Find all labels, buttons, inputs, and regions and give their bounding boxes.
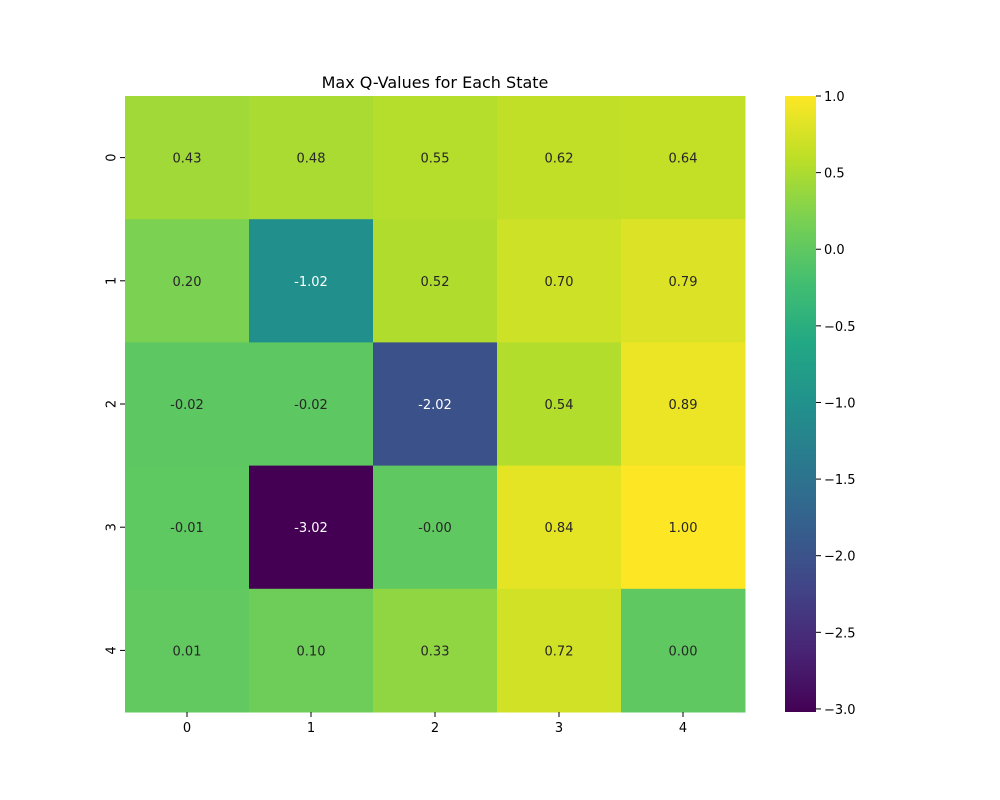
- colorbar-tick-label: −3.0: [824, 703, 856, 718]
- cell-label: 0.20: [173, 275, 202, 290]
- heatmap-cell: [497, 219, 622, 343]
- heatmap-cell: [249, 96, 374, 220]
- cell-label: 0.62: [545, 152, 574, 167]
- heatmap-cell-labels: 0.43 0.48 0.55 0.62 0.64 0.20 -1.02 0.52 0.70 0.7…: [170, 152, 697, 660]
- y-tick-label: 2: [105, 400, 120, 408]
- colorbar-tick-label: −2.0: [824, 550, 856, 565]
- heatmap-cell: [125, 342, 250, 467]
- heatmap-cell: [621, 219, 746, 343]
- heatmap-cell: [125, 465, 250, 590]
- x-tick-label: 0: [183, 721, 191, 736]
- heatmap-cell: [621, 342, 746, 467]
- heatmap-cell: [621, 588, 746, 713]
- heatmap-cell: [497, 588, 622, 713]
- cell-label: -1.02: [294, 275, 328, 290]
- heatmap-cell: [621, 96, 746, 220]
- y-tick-label: 1: [105, 277, 120, 285]
- colorbar-tick-label: 0.5: [824, 167, 845, 182]
- heatmap-cell: [125, 588, 250, 713]
- heatmap-cell: [497, 96, 622, 220]
- heatmap-cell: [249, 465, 374, 590]
- heatmap-cell: [621, 465, 746, 590]
- x-tick-label: 4: [679, 721, 687, 736]
- colorbar-tick-label: 0.0: [824, 243, 845, 258]
- heatmap-cells: [125, 96, 746, 713]
- heatmap-cell: [373, 219, 498, 343]
- heatmap-cell: [249, 219, 374, 343]
- cell-label: 0.54: [545, 398, 574, 413]
- cell-label: 0.52: [421, 275, 450, 290]
- y-tick-label: 4: [105, 646, 120, 654]
- cell-label: 0.79: [669, 275, 698, 290]
- cell-label: 1.00: [669, 521, 698, 536]
- colorbar-tick-label: −0.5: [824, 320, 856, 335]
- x-tick-label: 1: [307, 721, 315, 736]
- colorbar-tick-label: −1.0: [824, 396, 856, 411]
- heatmap-cell: [125, 219, 250, 343]
- colorbar-gradient: [785, 96, 816, 712]
- cell-label: 0.33: [421, 644, 450, 659]
- cell-label: 0.70: [545, 275, 574, 290]
- heatmap-cell: [373, 465, 498, 590]
- colorbar-tick-label: −2.5: [824, 626, 856, 641]
- colorbar-tick-label: −1.5: [824, 473, 856, 488]
- colorbar: 1.0 0.5 0.0 −0.5 −1.0 −1.5 −2.0 −2.5 −3.0: [785, 90, 856, 718]
- colorbar-tick-label: 1.0: [824, 90, 845, 105]
- y-tick-label: 0: [105, 153, 120, 161]
- cell-label: -0.02: [170, 398, 204, 413]
- heatmap-cell: [249, 588, 374, 713]
- cell-label: 0.01: [173, 644, 202, 659]
- cell-label: -2.02: [418, 398, 452, 413]
- y-tick-label: 3: [105, 523, 120, 531]
- heatmap-cell: [373, 96, 498, 220]
- heatmap-cell: [497, 465, 622, 590]
- x-tick-label: 2: [431, 721, 439, 736]
- cell-label: 0.84: [545, 521, 574, 536]
- heatmap-cell: [373, 342, 498, 467]
- y-axis: 0 1 2 3 4: [105, 153, 125, 655]
- cell-label: 0.64: [669, 152, 698, 167]
- cell-label: 0.55: [421, 152, 450, 167]
- chart-title: Max Q-Values for Each State: [322, 73, 549, 92]
- cell-label: -3.02: [294, 521, 328, 536]
- cell-label: -0.01: [170, 521, 204, 536]
- heatmap-cell: [373, 588, 498, 713]
- cell-label: 0.48: [297, 152, 326, 167]
- cell-label: -0.00: [418, 521, 452, 536]
- heatmap-cell: [125, 96, 250, 220]
- cell-label: 0.72: [545, 644, 574, 659]
- cell-label: 0.00: [669, 644, 698, 659]
- heatmap-cell: [497, 342, 622, 467]
- cell-label: 0.10: [297, 644, 326, 659]
- x-tick-label: 3: [555, 721, 563, 736]
- cell-label: 0.43: [173, 152, 202, 167]
- x-axis: 0 1 2 3 4: [183, 712, 687, 736]
- cell-label: 0.89: [669, 398, 698, 413]
- cell-label: -0.02: [294, 398, 328, 413]
- heatmap-cell: [249, 342, 374, 467]
